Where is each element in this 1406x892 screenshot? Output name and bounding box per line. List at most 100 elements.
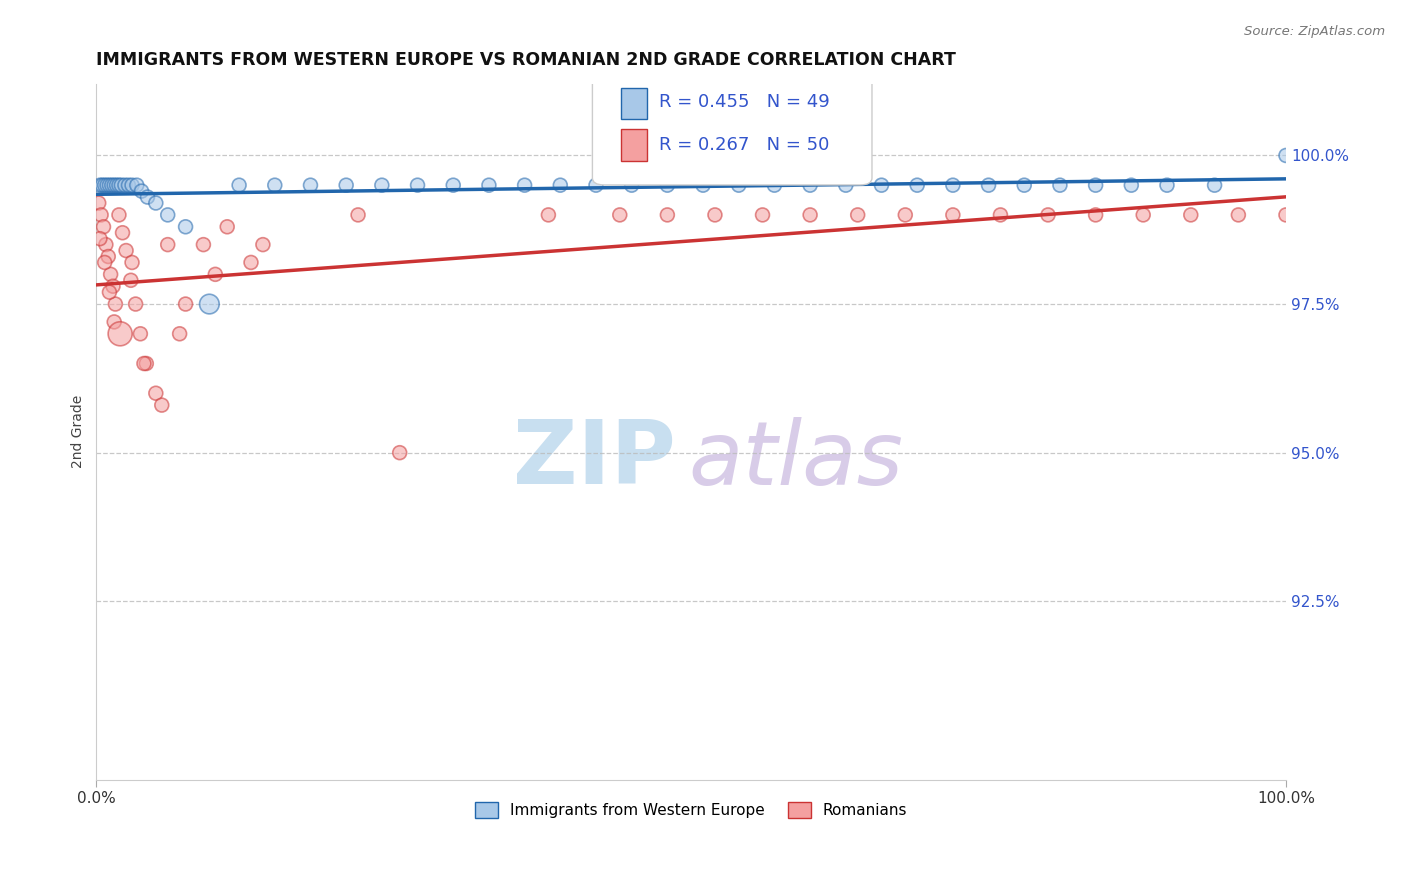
Point [93,255,115,269]
Point [136,190,159,204]
Point [657,178,679,193]
Point [103,178,125,193]
Point [131,184,153,198]
Point [870,178,893,193]
Point [125,178,148,193]
Point [537,208,560,222]
Point [905,178,928,193]
Point [87,196,110,211]
Point [114,178,136,193]
Point [145,386,167,401]
Point [98,285,121,300]
Point [94,237,117,252]
Point [441,178,464,193]
Text: R = 0.455   N = 49: R = 0.455 N = 49 [659,93,830,111]
Point [1084,208,1107,222]
Point [1012,178,1035,193]
Point [110,178,132,193]
Legend: Immigrants from Western Europe, Romanians: Immigrants from Western Europe, Romanian… [468,796,914,824]
Point [942,208,965,222]
Point [846,208,869,222]
Point [388,445,411,459]
Point [799,208,821,222]
Point [1204,178,1226,193]
Point [104,297,127,311]
FancyBboxPatch shape [592,63,872,185]
Point [478,178,501,193]
Point [1227,208,1250,222]
Point [105,178,128,193]
Bar [621,87,647,119]
Point [124,297,146,311]
Point [692,178,714,193]
Point [156,208,179,222]
Point [1275,148,1298,162]
Point [550,178,572,193]
Point [198,297,221,311]
Point [117,178,139,193]
Point [335,178,357,193]
Point [135,357,157,371]
Text: atlas: atlas [689,417,904,503]
Point [93,219,115,234]
Point [263,178,285,193]
Point [174,219,197,234]
Text: R = 0.267   N = 50: R = 0.267 N = 50 [659,136,830,153]
Point [111,226,134,240]
Point [101,279,124,293]
Point [156,237,179,252]
Point [727,178,749,193]
Point [108,326,131,341]
Point [115,244,138,258]
Point [990,208,1012,222]
Point [1156,178,1178,193]
Point [193,237,215,252]
Point [609,208,631,222]
Point [751,208,773,222]
Point [103,315,125,329]
Point [89,178,111,193]
Point [93,178,115,193]
Point [347,208,370,222]
Point [89,232,111,246]
Point [763,178,786,193]
Point [835,178,858,193]
Point [121,178,143,193]
Text: ZIP: ZIP [513,417,676,503]
Y-axis label: 2nd Grade: 2nd Grade [72,395,86,468]
Point [96,178,118,193]
Point [252,237,274,252]
Point [217,219,239,234]
Text: Source: ZipAtlas.com: Source: ZipAtlas.com [1244,25,1385,38]
Point [1275,208,1298,222]
Point [98,178,121,193]
Text: IMMIGRANTS FROM WESTERN EUROPE VS ROMANIAN 2ND GRADE CORRELATION CHART: IMMIGRANTS FROM WESTERN EUROPE VS ROMANI… [97,51,956,69]
Point [406,178,429,193]
Point [129,326,152,341]
Point [132,357,155,371]
Point [240,255,263,269]
Point [228,178,250,193]
Point [97,250,120,264]
Point [513,178,536,193]
Point [1132,208,1154,222]
Point [120,273,142,287]
Point [1084,178,1107,193]
Point [703,208,725,222]
Point [657,208,679,222]
Point [174,297,197,311]
Point [1121,178,1143,193]
Point [150,398,173,412]
Bar [621,129,647,161]
Point [121,255,143,269]
Point [299,178,322,193]
Point [100,268,122,282]
Point [108,178,131,193]
Point [101,178,124,193]
Point [620,178,643,193]
Point [371,178,394,193]
Point [1036,208,1059,222]
Point [204,268,226,282]
Point [585,178,607,193]
Point [942,178,965,193]
